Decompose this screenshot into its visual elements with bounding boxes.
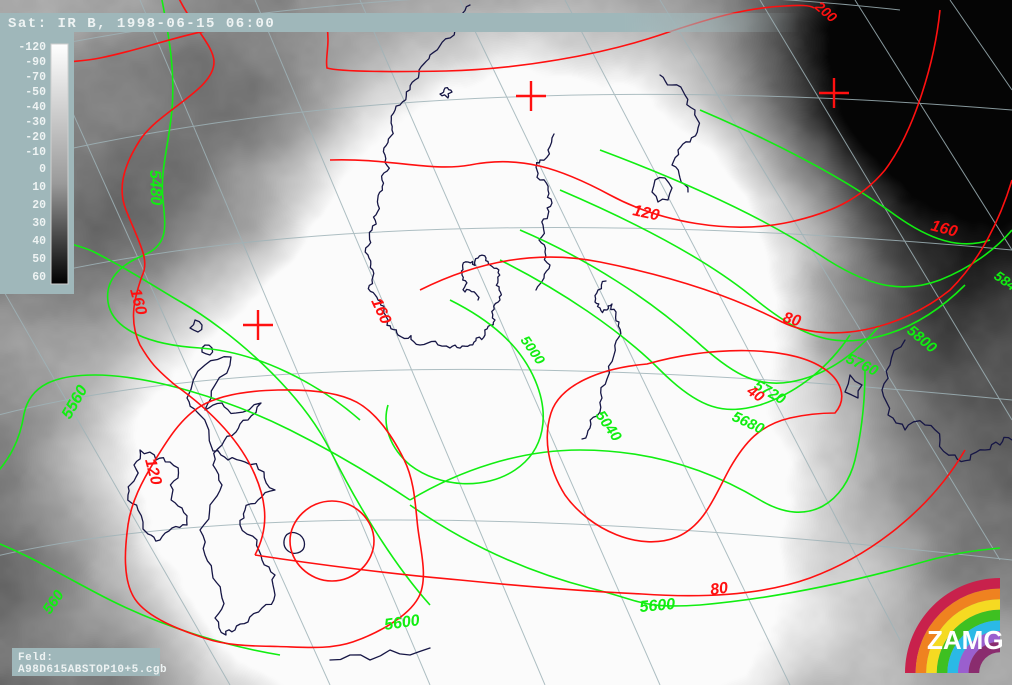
svg-text:560: 560 — [39, 587, 68, 618]
svg-text:160: 160 — [126, 287, 149, 317]
svg-text:40: 40 — [32, 235, 46, 248]
svg-text:-50: -50 — [25, 86, 46, 99]
svg-text:30: 30 — [32, 217, 46, 230]
svg-text:-70: -70 — [25, 71, 46, 84]
svg-text:60: 60 — [32, 271, 46, 284]
svg-text:160: 160 — [367, 296, 394, 327]
svg-text:120: 120 — [631, 202, 661, 224]
svg-text:50: 50 — [32, 253, 46, 266]
svg-text:5560: 5560 — [59, 383, 92, 422]
svg-text:5800: 5800 — [903, 322, 940, 357]
svg-text:-40: -40 — [25, 101, 46, 114]
svg-text:10: 10 — [32, 181, 46, 194]
svg-text:-20: -20 — [25, 131, 46, 144]
svg-text:20: 20 — [32, 199, 46, 212]
svg-text:Feld:: Feld: — [18, 652, 54, 664]
svg-text:80: 80 — [781, 309, 803, 330]
svg-text:5040: 5040 — [592, 408, 625, 446]
svg-text:5600: 5600 — [383, 612, 421, 634]
svg-text:5600: 5600 — [639, 596, 676, 616]
svg-text:ZAMG: ZAMG — [927, 625, 1004, 655]
svg-text:-30: -30 — [25, 116, 46, 129]
svg-text:5680: 5680 — [729, 408, 767, 438]
svg-text:5480: 5480 — [146, 170, 164, 206]
svg-text:5000: 5000 — [518, 333, 549, 368]
svg-text:-120: -120 — [18, 41, 46, 54]
svg-text:80: 80 — [709, 580, 729, 599]
svg-text:-10: -10 — [25, 146, 46, 159]
svg-text:A98D615ABSTOP10+5.cgb: A98D615ABSTOP10+5.cgb — [18, 664, 167, 676]
svg-text:120: 120 — [141, 457, 164, 487]
svg-text:0: 0 — [39, 163, 46, 176]
svg-text:5840: 5840 — [991, 267, 1012, 298]
svg-text:-90: -90 — [25, 56, 46, 69]
svg-text:Sat: IR B, 1998-06-15 06:00: Sat: IR B, 1998-06-15 06:00 — [8, 16, 275, 32]
